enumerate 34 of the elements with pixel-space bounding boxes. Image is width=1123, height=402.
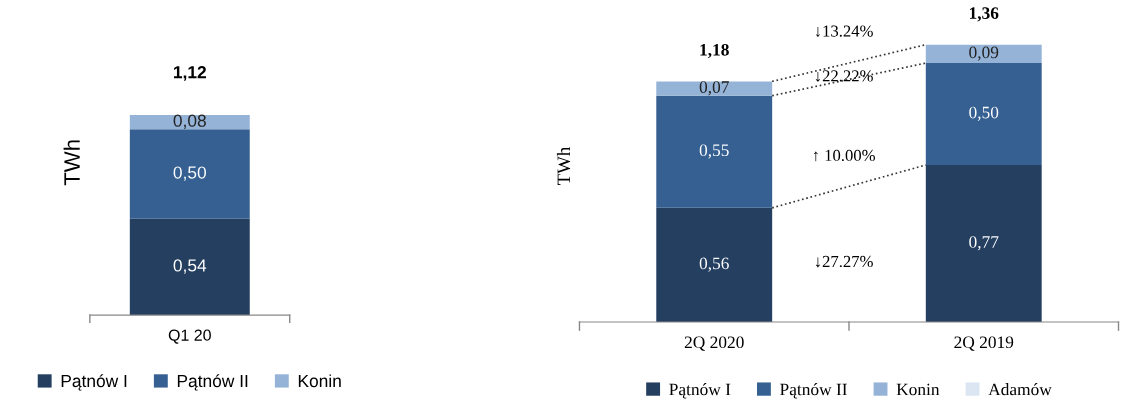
x-tick-label: 2Q 2019 [954, 336, 1014, 351]
legend-label: Pątnów II [780, 383, 847, 399]
annotation: ↓27.27% [815, 255, 873, 268]
total-label: 1,36 [969, 7, 999, 22]
bar [656, 95, 773, 208]
bar [925, 165, 1042, 322]
data-label: 0,08 [173, 114, 206, 129]
annotation: ↑ 10.00% [813, 149, 875, 162]
legend-label: Pątnów I [669, 383, 731, 399]
bar [925, 63, 1042, 166]
data-label: 0,56 [699, 257, 729, 272]
legend-label: Pątnów II [177, 374, 248, 391]
x-tick-label: 2Q 2020 [684, 336, 744, 351]
data-label: 0,55 [699, 144, 729, 159]
y-axis-title: TWh [63, 140, 80, 186]
bar [656, 207, 773, 322]
legend-label: Pątnów I [61, 374, 127, 391]
annotation: ↓22.22% [815, 70, 873, 82]
total-label: 1,12 [173, 66, 206, 81]
legend-label: Adamów [988, 383, 1052, 396]
y-axis-title: TWh [556, 147, 571, 185]
data-label: 0,07 [699, 81, 729, 96]
bar [925, 44, 1042, 64]
x-tick-label: Q1 20 [168, 329, 211, 344]
data-label: 0,54 [173, 259, 207, 274]
data-label: 0,09 [969, 46, 999, 61]
data-label: 0,50 [969, 106, 999, 121]
data-label: 0,77 [969, 236, 999, 251]
legend-label: Konin [298, 374, 341, 388]
data-label: 0,50 [173, 166, 206, 181]
bar [656, 81, 773, 96]
total-label: 1,18 [700, 43, 729, 59]
legend-label: Konin [896, 383, 940, 396]
text: ↓13.24% [815, 25, 873, 37]
